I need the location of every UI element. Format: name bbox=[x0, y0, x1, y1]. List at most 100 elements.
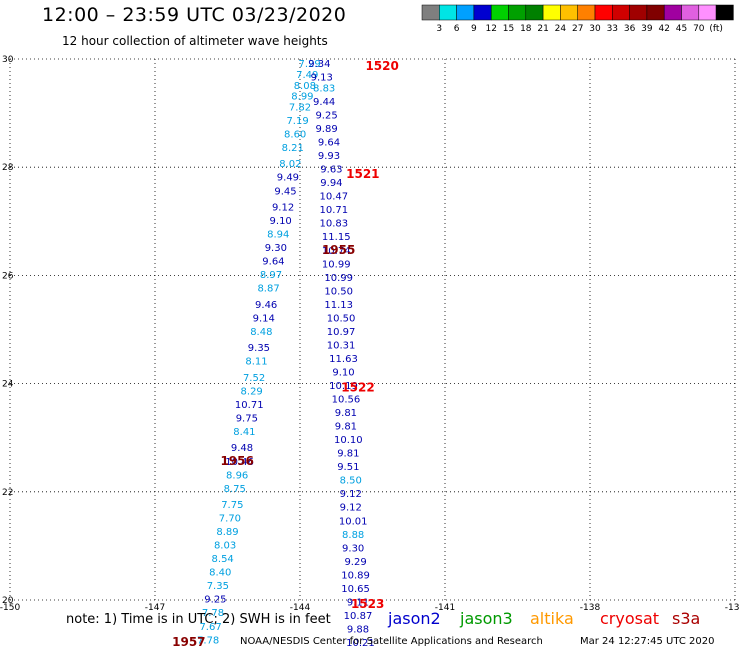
wave-height-point: 9.25 bbox=[315, 111, 337, 122]
wave-height-point: 7.35 bbox=[207, 581, 229, 592]
y-tick-label: 24 bbox=[2, 380, 14, 390]
satellite-s3a: s3a bbox=[672, 609, 701, 628]
wave-height-point: 8.29 bbox=[241, 386, 263, 397]
data-marks: 7.297.498.088.997.82 7.19 8.60 8.21 8.02 9.49… bbox=[172, 59, 399, 649]
colorbar-swatch bbox=[473, 4, 492, 21]
wave-height-point: 8.83 bbox=[313, 83, 335, 94]
colorbar-swatch bbox=[456, 4, 475, 21]
wave-height-point: 9.49 bbox=[277, 173, 299, 184]
wave-height-point: 9.81 bbox=[335, 422, 357, 433]
colorbar-label: 15 bbox=[503, 24, 514, 34]
x-tick-label: -150 bbox=[0, 603, 20, 613]
wave-height-point: 10.74 bbox=[322, 246, 351, 257]
wave-height-point: 8.96 bbox=[226, 470, 248, 481]
wave-height-point: 8.48 bbox=[250, 327, 272, 338]
wave-height-point: 9.81 bbox=[335, 408, 357, 419]
footer-credit: NOAA/NESDIS Center for Satellite Applica… bbox=[240, 636, 543, 647]
wave-height-point: 8.50 bbox=[340, 476, 362, 487]
colorbar-swatch bbox=[508, 4, 527, 21]
colorbar-swatch bbox=[663, 4, 682, 21]
colorbar-label: 6 bbox=[454, 24, 460, 34]
pass-time-label: 1523 bbox=[351, 597, 384, 611]
wave-height-point: 8.54 bbox=[212, 554, 234, 565]
wave-height-point: 8.60 bbox=[284, 129, 306, 140]
wave-height-point: 7.52 bbox=[243, 373, 265, 384]
colorbar-swatch bbox=[560, 4, 578, 21]
pass-time-label: 1521 bbox=[346, 167, 379, 181]
wave-height-point: 9.81 bbox=[337, 449, 359, 460]
wave-height-point: 10.56 bbox=[332, 395, 361, 406]
satellite-jason3: jason3 bbox=[460, 609, 513, 628]
wave-height-point: 8.40 bbox=[209, 568, 231, 579]
y-tick-label: 26 bbox=[2, 271, 14, 281]
y-tick-label: 28 bbox=[2, 163, 14, 173]
pass-time-label: 1520 bbox=[365, 59, 398, 73]
colorbar-label: 3 bbox=[436, 24, 442, 34]
x-tick-label: -144 bbox=[290, 603, 311, 613]
wave-height-point: 8.94 bbox=[267, 230, 289, 241]
colorbar-label: 24 bbox=[555, 24, 567, 34]
wave-height-point: 7.70 bbox=[219, 514, 241, 525]
wave-height-point: 10.97 bbox=[327, 327, 356, 338]
wave-height-point: 10.46 bbox=[225, 457, 254, 468]
colorbar-swatch bbox=[542, 4, 561, 21]
colorbar-label: 33 bbox=[607, 24, 618, 34]
x-tick-label: -147 bbox=[145, 603, 165, 613]
wave-height-point: 10.65 bbox=[341, 584, 370, 595]
y-tick-label: 20 bbox=[2, 596, 14, 606]
colorbar-swatch bbox=[698, 4, 717, 21]
wave-height-point: 10.99 bbox=[322, 259, 351, 270]
note-text: note: 1) Time is in UTC; 2) SWH is in fe… bbox=[66, 612, 331, 627]
axis-ticks: -150 -147 -144 -141 -138 -135 20 22 24 26 28 30 bbox=[0, 55, 740, 613]
wave-height-point: 9.64 bbox=[318, 138, 340, 149]
wave-height-point: 9.30 bbox=[265, 243, 287, 254]
wave-height-point: 10.83 bbox=[320, 219, 349, 230]
wave-height-point: 10.31 bbox=[327, 340, 356, 351]
satellite-cryosat: cryosat bbox=[600, 609, 660, 628]
wave-height-point: 9.44 bbox=[313, 97, 335, 108]
colorbar-label: 18 bbox=[520, 24, 532, 34]
colorbar-label: 9 bbox=[471, 24, 477, 34]
wave-height-point: 9.12 bbox=[340, 489, 362, 500]
wave-height-point: 10.47 bbox=[320, 192, 349, 203]
wave-height-point: 10.89 bbox=[341, 570, 370, 581]
wave-height-point: 9.51 bbox=[337, 462, 359, 473]
colorbar-label: 45 bbox=[676, 24, 687, 34]
x-tick-label: -135 bbox=[725, 603, 740, 613]
wave-height-point: 10.10 bbox=[334, 435, 363, 446]
color-scale-legend: 3 6 9 12 15 18 21 24 27 30 33 36 39 42 45 70 (ft) bbox=[421, 4, 734, 34]
colorbar-label: 27 bbox=[572, 24, 583, 34]
wave-height-point: 7.78 bbox=[197, 635, 219, 646]
plot-grid bbox=[9, 58, 736, 601]
wave-height-point: 7.19 bbox=[286, 116, 308, 127]
page-subtitle: 12 hour collection of altimeter wave hei… bbox=[62, 34, 328, 48]
wave-height-point: 9.11 bbox=[347, 597, 369, 608]
wave-height-point: 7.75 bbox=[221, 500, 243, 511]
colorbar-label: 39 bbox=[641, 24, 653, 34]
wave-height-point: 10.21 bbox=[346, 638, 375, 649]
colorbar-label: 70 bbox=[693, 24, 705, 34]
wave-height-point: 9.14 bbox=[253, 313, 275, 324]
colorbar-label: 36 bbox=[624, 24, 636, 34]
satellite-jason2: jason2 bbox=[388, 609, 441, 628]
wave-height-point: 9.12 bbox=[340, 503, 362, 514]
colorbar-swatch bbox=[612, 4, 630, 21]
wave-height-point: 10.50 bbox=[324, 286, 353, 297]
wave-height-point: 9.93 bbox=[318, 151, 340, 162]
y-tick-label: 22 bbox=[2, 488, 13, 498]
wave-height-point: 10.19 bbox=[329, 381, 358, 392]
colorbar-swatch bbox=[715, 4, 734, 21]
wave-height-point: 8.03 bbox=[214, 541, 236, 552]
colorbar-swatch bbox=[681, 4, 700, 21]
colorbar-swatch bbox=[439, 4, 457, 21]
wave-height-point: 10.71 bbox=[235, 400, 264, 411]
wave-height-point: 8.88 bbox=[342, 530, 364, 541]
x-tick-label: -138 bbox=[580, 603, 601, 613]
wave-height-point: 8.21 bbox=[282, 143, 304, 154]
wave-height-point: 8.89 bbox=[216, 527, 238, 538]
wave-height-point: 9.75 bbox=[236, 413, 258, 424]
wave-height-point: 10.71 bbox=[320, 205, 349, 216]
wave-height-point: 9.10 bbox=[332, 367, 354, 378]
wave-height-point: 10.99 bbox=[324, 273, 353, 284]
wave-height-point: 9.10 bbox=[270, 216, 292, 227]
